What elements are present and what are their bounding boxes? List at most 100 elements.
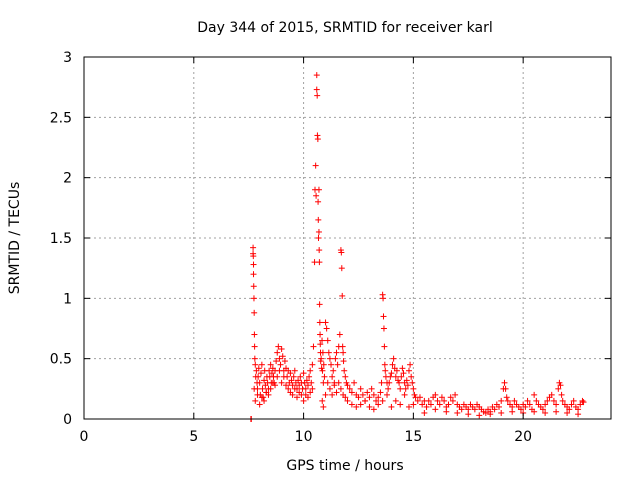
data-point — [317, 331, 324, 338]
data-point — [257, 370, 264, 377]
data-point — [364, 389, 371, 396]
data-point — [425, 397, 432, 404]
data-point — [553, 408, 560, 415]
data-point — [265, 391, 272, 398]
data-point — [307, 367, 314, 374]
data-point — [250, 261, 257, 268]
data-point — [322, 391, 329, 398]
data-point — [250, 253, 257, 260]
data-point — [380, 295, 387, 302]
data-point — [261, 377, 268, 384]
data-point — [336, 331, 343, 338]
data-point — [387, 373, 394, 380]
data-point — [254, 391, 261, 398]
data-point — [403, 377, 410, 384]
data-point — [410, 401, 417, 408]
data-point — [340, 349, 347, 356]
data-point — [273, 358, 280, 365]
data-point — [283, 382, 290, 389]
data-point — [491, 406, 498, 413]
data-point — [447, 394, 454, 401]
data-point — [326, 385, 333, 392]
data-point — [324, 337, 331, 344]
data-point — [482, 409, 489, 416]
data-point — [251, 343, 258, 350]
data-point — [317, 341, 324, 348]
data-point — [436, 401, 443, 408]
data-point — [539, 406, 546, 413]
data-point — [258, 394, 265, 401]
data-point — [414, 397, 421, 404]
data-point — [280, 373, 287, 380]
data-point — [566, 406, 573, 413]
data-point — [366, 403, 373, 410]
data-point — [381, 361, 388, 368]
data-point — [400, 370, 407, 377]
data-point — [304, 394, 311, 401]
data-point — [289, 382, 296, 389]
data-point — [313, 192, 320, 199]
data-point — [315, 198, 322, 205]
data-point — [577, 401, 584, 408]
data-point — [274, 373, 281, 380]
data-point — [388, 370, 395, 377]
data-point — [348, 389, 355, 396]
data-point — [337, 385, 344, 392]
data-point — [392, 373, 399, 380]
data-point — [333, 389, 340, 396]
data-point — [575, 411, 582, 418]
data-point — [559, 397, 566, 404]
data-point — [503, 394, 510, 401]
data-point — [309, 385, 316, 392]
data-point — [304, 382, 311, 389]
data-point — [517, 406, 524, 413]
data-point — [381, 343, 388, 350]
data-point — [378, 379, 385, 386]
data-point — [432, 391, 439, 398]
data-point — [268, 370, 275, 377]
y-axis-title: SRMTID / TECUs — [7, 182, 23, 295]
data-point — [307, 389, 314, 396]
data-point — [476, 412, 483, 419]
data-point — [504, 397, 511, 404]
data-point — [348, 401, 355, 408]
tick-labels: 0 5 10 15 20 0 0.5 1 1.5 2 2.5 3 — [50, 50, 532, 445]
data-point — [342, 394, 349, 401]
data-point — [392, 397, 399, 404]
data-point — [531, 408, 538, 415]
data-point — [458, 406, 465, 413]
data-point — [339, 343, 346, 350]
data-point — [393, 367, 400, 374]
chart-title: Day 344 of 2015, SRMTID for receiver kar… — [197, 20, 493, 36]
data-point — [427, 401, 434, 408]
data-point — [315, 235, 322, 241]
data-point — [359, 391, 366, 398]
data-point — [318, 355, 325, 362]
data-point — [326, 355, 333, 362]
data-point — [408, 373, 415, 380]
data-point — [293, 394, 300, 401]
data-point — [399, 365, 406, 372]
data-point — [553, 401, 560, 408]
data-point — [465, 411, 472, 418]
data-point — [375, 394, 382, 401]
data-point — [332, 355, 339, 362]
data-point — [407, 361, 414, 368]
data-point — [344, 382, 351, 389]
data-point — [331, 382, 338, 389]
data-point — [423, 403, 430, 410]
y-tick-label: 3 — [63, 50, 72, 66]
data-point — [316, 319, 323, 326]
data-point — [405, 403, 412, 410]
data-point — [312, 162, 319, 169]
data-point — [251, 355, 258, 362]
data-point — [277, 361, 284, 368]
data-point — [548, 391, 555, 398]
data-point — [251, 309, 258, 316]
y-tick-label: 1 — [63, 291, 72, 307]
y-tick-label: 0 — [63, 412, 72, 428]
data-point — [419, 401, 426, 408]
data-point — [438, 394, 445, 401]
data-point — [329, 373, 336, 380]
